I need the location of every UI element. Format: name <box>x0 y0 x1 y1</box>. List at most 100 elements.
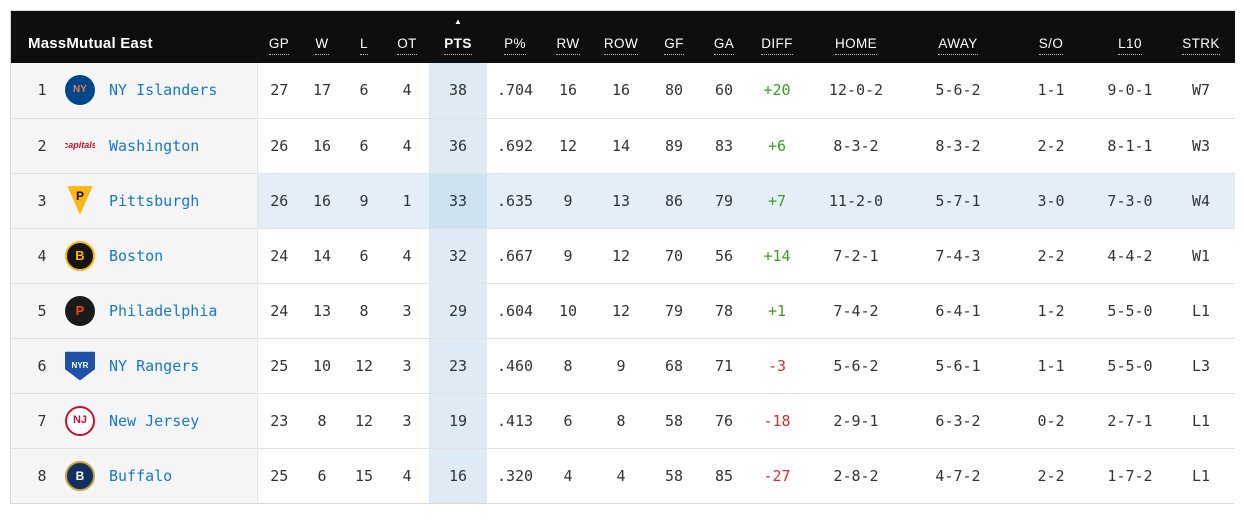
stat-l: 12 <box>343 393 385 449</box>
stat-s-o: 2-2 <box>1009 118 1093 174</box>
stat-strk: W4 <box>1167 173 1235 229</box>
column-header-away[interactable]: ▲AWAY <box>907 11 1009 63</box>
stat-row: 13 <box>593 173 649 229</box>
column-header-rw[interactable]: ▲RW <box>543 11 593 63</box>
team-link-ny-rangers[interactable]: NY Rangers <box>109 356 200 375</box>
stat-gf: 80 <box>649 63 699 119</box>
column-label-pts: PTS <box>444 36 472 55</box>
new-jersey-devils-logo[interactable]: NJ <box>65 405 95 436</box>
stat-row: 14 <box>593 118 649 174</box>
column-header-diff[interactable]: ▲DIFF <box>749 11 805 63</box>
team-link-pittsburgh[interactable]: Pittsburgh <box>109 191 200 210</box>
team-link-philadelphia[interactable]: Philadelphia <box>109 301 218 320</box>
stat-w: 8 <box>301 393 343 449</box>
column-header-gp[interactable]: ▲GP <box>257 11 301 63</box>
stat-strk: L1 <box>1167 448 1235 503</box>
stat-ot: 4 <box>385 63 429 119</box>
stat-s-o: 3-0 <box>1009 173 1093 229</box>
stat-rw: 9 <box>543 228 593 284</box>
stat-away: 8-3-2 <box>907 118 1009 174</box>
stat-l10: 7-3-0 <box>1093 173 1167 229</box>
table-row-philadelphia: 5 P Philadelphia 24 13 8 3 29.604 10 12 79 78 +1 7-4-… <box>11 283 1235 339</box>
table-row-washington: 2 capitals Washington 26166436.69212148983+… <box>11 118 1235 174</box>
stat-strk: W7 <box>1167 63 1235 119</box>
team-cell-ny-rangers: 6 NYR NY Rangers <box>11 338 258 394</box>
team-cell-philadelphia: 5 P Philadelphia <box>11 283 258 339</box>
stat-ot: 1 <box>385 173 429 229</box>
stat-home: 8-3-2 <box>805 118 907 174</box>
stat-gf: 58 <box>649 393 699 449</box>
stat-ga: 79 <box>699 173 749 229</box>
stat-w: 17 <box>301 63 343 119</box>
column-label-home: HOME <box>834 36 878 55</box>
column-header-ot[interactable]: ▲OT <box>385 11 429 63</box>
stat-away: 5-6-2 <box>907 63 1009 119</box>
column-header-s-o[interactable]: ▲S/O <box>1009 11 1093 63</box>
stat-pts: 19 <box>429 393 487 449</box>
stat-pts: 32 <box>429 228 487 284</box>
stat-diff: -3 <box>749 338 805 394</box>
stat-home: 5-6-2 <box>805 338 907 394</box>
washington-capitals-logo[interactable]: capitals <box>65 140 95 150</box>
standings-table: MassMutual East ▲GP▲W▲L▲OT ▲ PTS ▲P%▲RW▲ROW… <box>11 11 1235 503</box>
stat-p: .604 <box>487 283 543 339</box>
stat-rw: 6 <box>543 393 593 449</box>
team-rank: 5 <box>37 301 47 320</box>
team-cell-ny-islanders: 1 NY NY Islanders <box>11 63 258 119</box>
team-rank: 8 <box>37 466 47 485</box>
stat-ga: 78 <box>699 283 749 339</box>
team-cell-buffalo: 8 B Buffalo <box>11 448 258 503</box>
column-header-gf[interactable]: ▲GF <box>649 11 699 63</box>
stat-diff: +6 <box>749 118 805 174</box>
team-link-new-jersey[interactable]: New Jersey <box>109 411 200 430</box>
stat-strk: W3 <box>1167 118 1235 174</box>
team-cell-pittsburgh: 3 P Pittsburgh <box>11 173 258 229</box>
stat-ga: 85 <box>699 448 749 503</box>
column-label-diff: DIFF <box>761 36 793 55</box>
table-row-boston: 4 B Boston 24 14 6 4 32.667 9 12 70 56 +14 7-2-1 7-4-3… <box>11 228 1235 284</box>
column-header-p[interactable]: ▲P% <box>487 11 543 63</box>
stat-l10: 2-7-1 <box>1093 393 1167 449</box>
stat-away: 7-4-3 <box>907 228 1009 284</box>
team-link-boston[interactable]: Boston <box>109 246 164 265</box>
stat-diff: +7 <box>749 173 805 229</box>
stat-p: .667 <box>487 228 543 284</box>
team-link-washington[interactable]: Washington <box>109 136 200 155</box>
team-link-buffalo[interactable]: Buffalo <box>109 466 173 485</box>
team-cell-washington: 2 capitals Washington <box>11 118 258 174</box>
stat-p: .320 <box>487 448 543 503</box>
column-header-strk[interactable]: ▲STRK <box>1167 11 1235 63</box>
team-rank: 1 <box>37 81 47 100</box>
ny-rangers-logo[interactable]: NYR <box>65 351 95 381</box>
team-link-ny-islanders[interactable]: NY Islanders <box>109 81 218 100</box>
column-header-row[interactable]: ▲ROW <box>593 11 649 63</box>
stat-gp: 25 <box>257 338 301 394</box>
column-label-l10: L10 <box>1118 36 1142 55</box>
stat-gp: 24 <box>257 228 301 284</box>
stat-away: 6-4-1 <box>907 283 1009 339</box>
table-row-ny-rangers: 6 NYR NY Rangers 25 10 12 3 23.460 8 9 68 71 -3 5-6-2… <box>11 338 1235 394</box>
stat-p: .413 <box>487 393 543 449</box>
stat-w: 16 <box>301 118 343 174</box>
boston-bruins-logo[interactable]: B <box>65 240 95 271</box>
column-label-row: ROW <box>603 36 639 55</box>
buffalo-sabres-logo[interactable]: B <box>65 460 95 491</box>
stat-gp: 26 <box>257 173 301 229</box>
column-header-home[interactable]: ▲HOME <box>805 11 907 63</box>
ny-islanders-logo[interactable]: NY <box>65 75 95 106</box>
stat-l10: 4-4-2 <box>1093 228 1167 284</box>
stat-row: 9 <box>593 338 649 394</box>
column-label-strk: STRK <box>1182 36 1220 55</box>
stat-away: 4-7-2 <box>907 448 1009 503</box>
column-header-ga[interactable]: ▲GA <box>699 11 749 63</box>
column-header-w[interactable]: ▲W <box>301 11 343 63</box>
team-cell-boston: 4 B Boston <box>11 228 258 284</box>
pittsburgh-penguins-logo[interactable]: P <box>67 186 93 215</box>
column-header-l10[interactable]: ▲L10 <box>1093 11 1167 63</box>
column-label-ot: OT <box>397 36 417 55</box>
column-header-pts[interactable]: ▲ PTS <box>429 11 487 63</box>
stat-ot: 3 <box>385 338 429 394</box>
column-header-l[interactable]: ▲L <box>343 11 385 63</box>
philadelphia-flyers-logo[interactable]: P <box>65 295 95 326</box>
stat-gp: 24 <box>257 283 301 339</box>
